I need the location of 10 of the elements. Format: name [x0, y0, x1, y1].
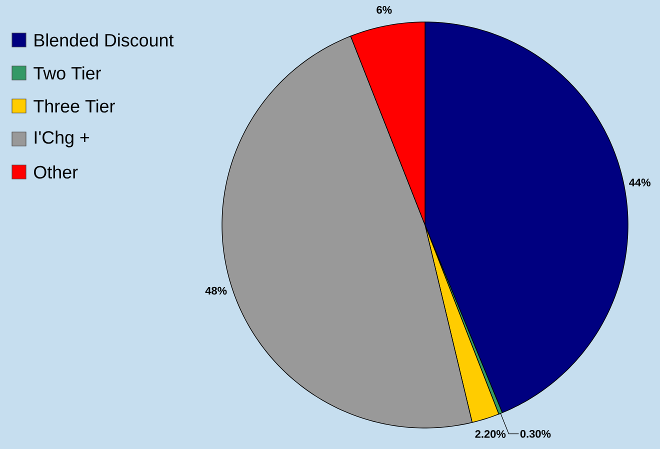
data-label: 6% — [376, 6, 392, 14]
data-label: 48% — [205, 286, 227, 295]
legend-label: Other — [34, 165, 78, 179]
legend-label: I'Chg + — [34, 130, 90, 148]
data-label: 44% — [629, 178, 651, 186]
data-label: 0.30% — [520, 430, 551, 438]
legend-label: Blended Discount — [34, 33, 174, 47]
legend-label: Two Tier — [34, 66, 101, 80]
legend-label: Three Tier — [34, 99, 115, 113]
data-label: 2.20% — [475, 430, 506, 438]
